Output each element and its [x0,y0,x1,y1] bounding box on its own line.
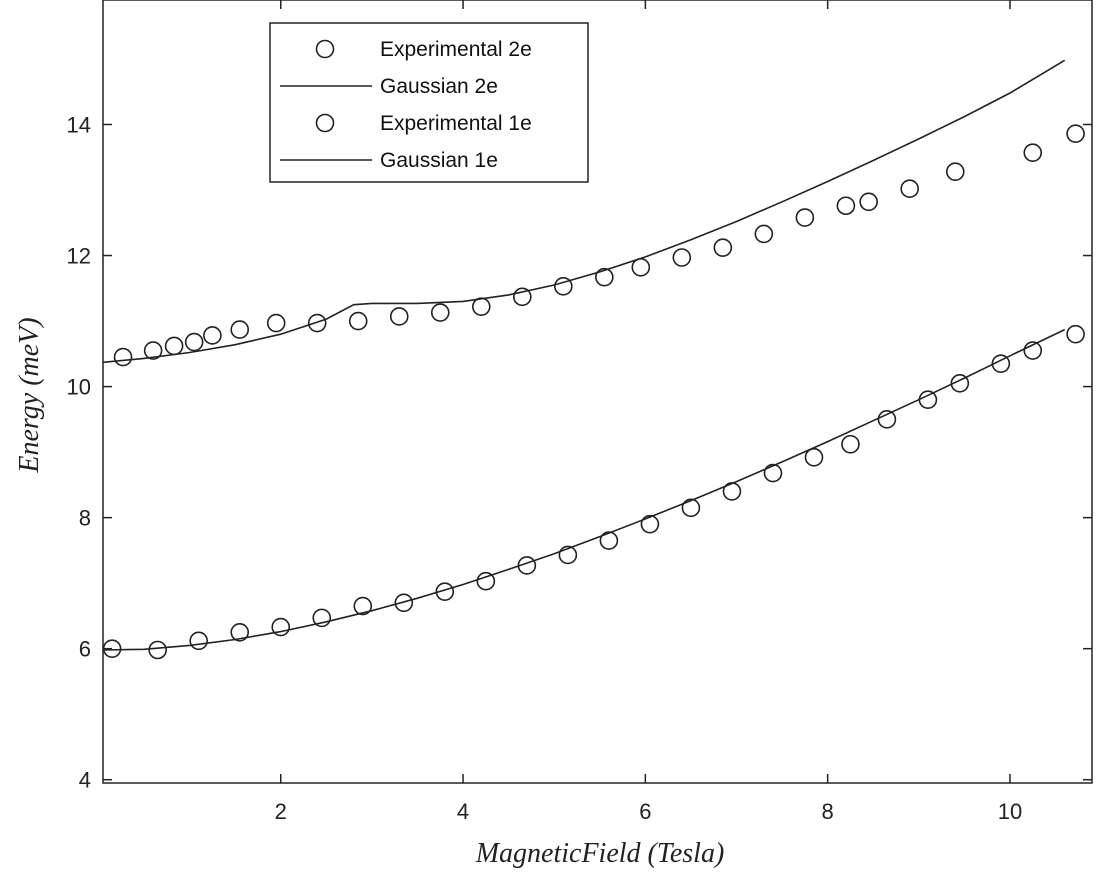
experimental-1e-point [681,498,701,518]
x-tick-label: 4 [457,799,469,824]
gaussian-1e-line [102,328,1066,651]
experimental-2e-point [389,307,409,326]
experimental-1e-point [804,448,824,467]
experimental-2e-point [512,287,532,307]
experimental-2e-point [230,320,250,339]
experimental-1e-point [1066,324,1085,344]
experimental-2e-point [836,196,856,216]
experimental-1e-point [558,545,578,565]
experimental-2e-point [113,347,133,367]
legend-items: Experimental 2e Gaussian 2e Experimental 1… [280,38,532,172]
experimental-1e-point [877,410,897,429]
experimental-1e-point [841,434,860,454]
legend: Experimental 2e Gaussian 2e Experimental 1… [269,22,589,183]
experimental-2e-point [672,248,692,267]
x-axis-title: MagneticField (Tesla) [475,838,725,869]
y-tick-label: 14 [67,112,91,137]
series-layer [102,59,1085,660]
experimental-1e-point [312,608,332,628]
x-tick-label: 8 [822,799,834,824]
experimental-2e-point [1066,124,1085,143]
experimental-1e-point [476,571,496,591]
experimental-1e-point [763,463,783,483]
experimental-1e-point [230,622,250,642]
experimental-2e-point [754,224,774,244]
y-tick-label: 4 [79,768,91,793]
experimental-2e-point [595,267,614,287]
axis-ticks: 2 4 6 8 10 4 6 8 10 12 14 [67,0,1092,824]
experimental-2e-point [631,258,651,277]
experimental-2e-point [713,238,733,257]
y-axis-title: Energy (meV) [14,317,45,473]
legend-label: Gaussian 2e [380,75,498,98]
x-tick-label: 6 [639,799,651,824]
y-tick-label: 10 [67,375,91,400]
gaussian-2e-line [102,59,1066,364]
experimental-2e-point [554,277,573,296]
y-tick-label: 12 [67,244,91,269]
experimental-2e-point [859,192,878,212]
experimental-2e-point [307,313,327,333]
legend-label: Experimental 2e [380,38,532,61]
experimental-2e-point [430,303,450,322]
experimental-2e-point [184,332,204,352]
plot-area: 2 4 6 8 10 4 6 8 10 12 14 [67,0,1093,824]
experimental-1e-point [271,617,291,637]
experimental-1e-point [148,640,167,660]
experimental-1e-point [353,596,373,616]
experimental-1e-point [394,593,414,613]
y-tick-label: 8 [79,506,91,531]
experimental-1e-point [189,631,209,651]
experimental-2e-point [795,208,815,227]
experimental-2e-point [900,179,919,199]
experimental-2e-point [143,341,163,360]
experimental-1e-point [435,582,455,601]
experimental-2e-point [471,297,491,316]
legend-box [269,22,589,183]
legend-circle-symbol [315,39,335,59]
experimental-1e-point [1023,341,1043,360]
experimental-1e-point [640,514,660,534]
experimental-2e-point [348,311,368,331]
plot-frame [102,0,1093,784]
experimental-1e-point [102,639,122,658]
experimental-2e-point [203,326,222,345]
experimental-1e-point [599,531,619,550]
legend-circle-symbol [315,113,335,133]
experimental-1e-point [918,390,938,409]
legend-label: Gaussian 1e [380,149,498,172]
x-tick-label: 2 [275,799,287,824]
experimental-2e-point [1023,143,1043,162]
experimental-2e-point [164,336,184,356]
experimental-2e-point [266,313,286,333]
experimental-2e-point [945,162,965,181]
y-tick-label: 6 [79,637,91,662]
legend-label: Experimental 1e [380,112,532,135]
x-tick-label: 10 [998,799,1022,824]
experimental-1e-point [950,374,970,393]
